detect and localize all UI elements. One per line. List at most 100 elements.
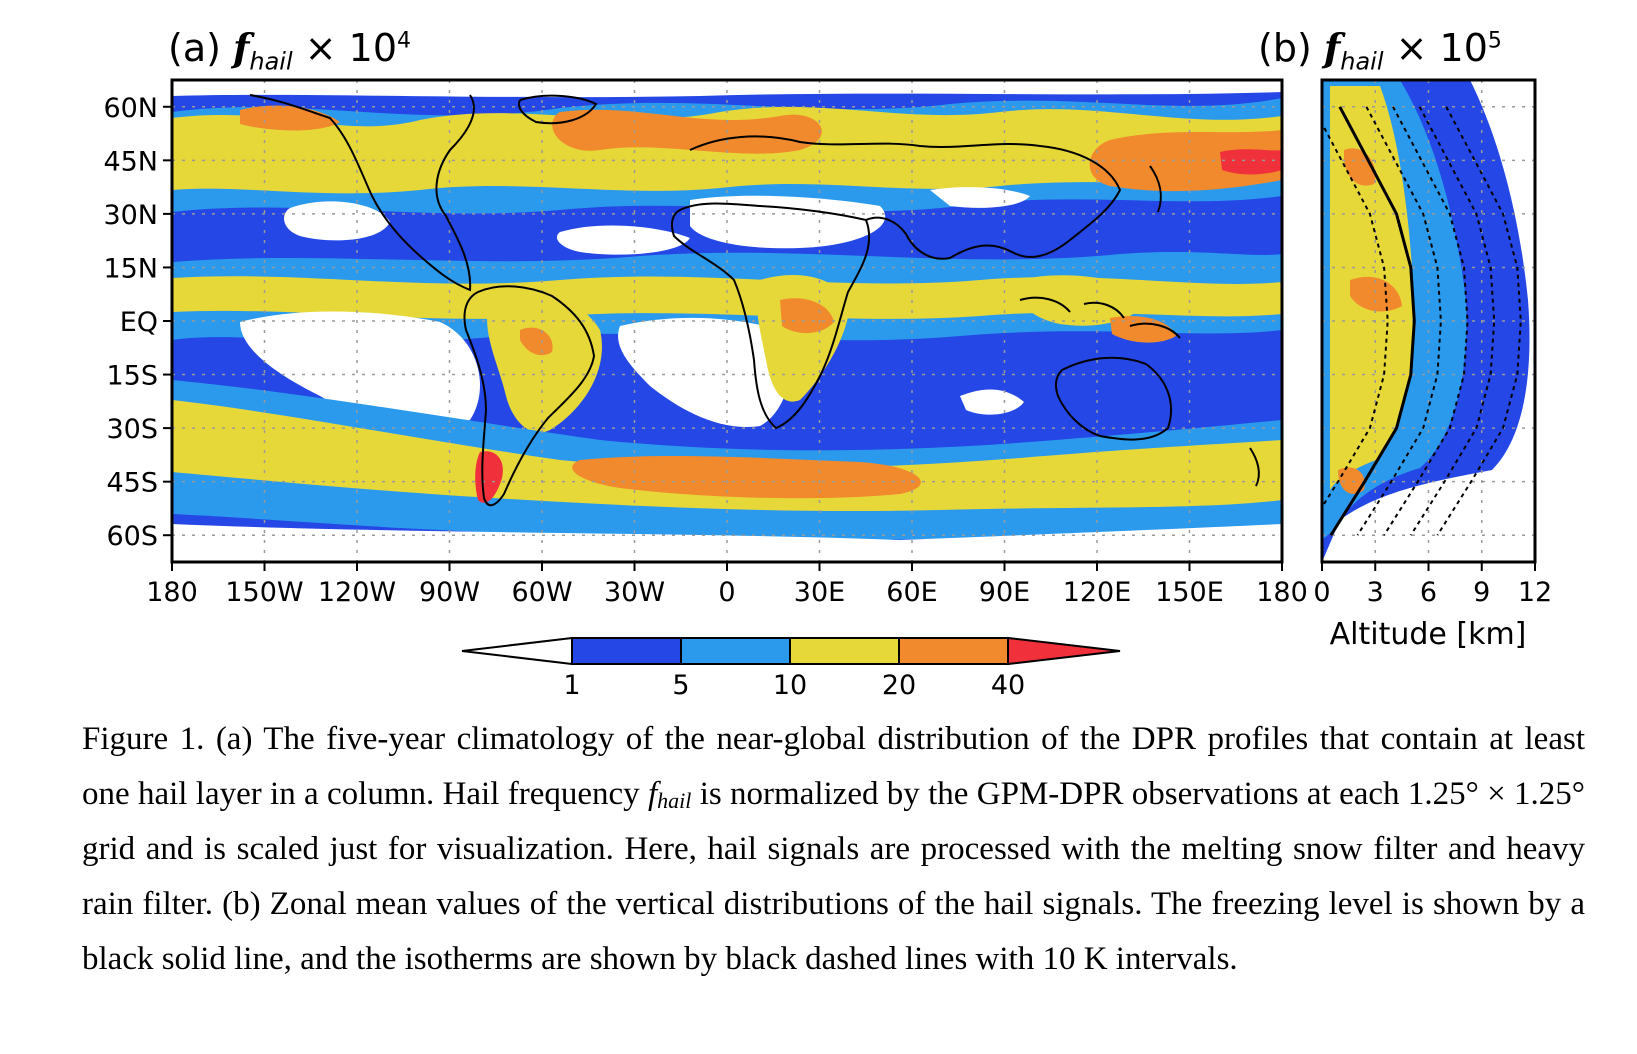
map-longitude-ticks: 180 150W 120W 90W 60W 30W 0 30E 60E 90E 120E 150E 18…	[146, 562, 1308, 608]
north-pacific-orange-core	[1089, 130, 1282, 192]
north-atlantic-subtropic-dry-patch	[556, 225, 690, 255]
eurasia-coastline	[689, 135, 1122, 260]
colorbar-segment	[571, 637, 682, 665]
lat-tick-label: 30N	[103, 200, 158, 231]
north-pacific-red-core	[1220, 149, 1282, 175]
colorbar: 1 5 10 20 40	[461, 636, 1121, 700]
lon-gridlines	[263, 80, 1191, 562]
greenland-coastline	[518, 94, 598, 125]
caption-lead: Figure 1. (a) The five-year climatology …	[82, 721, 1585, 812]
altitude-tick-label: 0	[1313, 577, 1330, 608]
south-atlantic-orange-core	[572, 456, 921, 499]
africa-coastline	[671, 202, 871, 430]
colorbar-upper-extension	[1007, 636, 1121, 666]
colorbar-tick-label: 10	[773, 670, 807, 700]
panel-a-exponent: 4	[397, 28, 412, 54]
panel-a-title: (a) fhail × 104	[168, 25, 411, 76]
lat-tick-label: 60S	[107, 521, 159, 552]
maritime-continent-yellow	[1018, 275, 1150, 326]
altitude-tick-label: 3	[1367, 577, 1384, 608]
south-indian-dry-patch	[960, 389, 1024, 415]
zonal-mean-profile: 0 3 6 9 12 Altitude [km]	[1313, 78, 1552, 652]
isotherm-line	[1322, 121, 1389, 509]
colorbar-lower-extension	[461, 636, 573, 666]
colorbar-segment	[789, 637, 900, 665]
amazon-orange-patch	[520, 327, 553, 356]
colorbar-tick-label: 20	[882, 670, 916, 700]
panel-a-subscript: hail	[249, 47, 293, 76]
profile-xlabel: Altitude [km]	[1330, 617, 1527, 652]
caption-symbol: f	[647, 776, 658, 812]
new-zealand-coastline	[1249, 447, 1260, 487]
isotherm-line	[1436, 106, 1522, 536]
coastlines	[249, 94, 1260, 507]
lon-tick-label: 0	[718, 577, 735, 608]
colorbar-tick-label: 5	[672, 670, 689, 700]
lon-tick-label: 120W	[318, 577, 396, 608]
southeast-pacific-dry-zone	[240, 311, 480, 427]
caption-subscript: hail	[657, 788, 692, 813]
lat-tick-label: 45N	[103, 146, 158, 177]
profile-altitude-ticks: 0 3 6 9 12	[1313, 562, 1552, 608]
hail-frequency-map: 60N 45N 30N 15N EQ 15S 30S 45S 60S 180 150W 120W 90…	[103, 78, 1308, 608]
panel-a-scale: × 10	[304, 26, 398, 70]
colorbar-segment	[898, 637, 1009, 665]
panel-b-subscript: hail	[1340, 47, 1384, 76]
lon-tick-label: 30E	[794, 577, 845, 608]
south-america-yellow-region	[487, 292, 602, 433]
lat-tick-label: 15S	[107, 361, 159, 392]
central-africa-orange-patch	[780, 298, 834, 334]
panel-b-label: (b)	[1258, 26, 1312, 70]
lon-tick-label: 180	[146, 577, 198, 608]
map-latitude-ticks: 60N 45N 30N 15N EQ 15S 30S 45S 60S	[103, 93, 172, 552]
isotherm-line	[1409, 106, 1496, 536]
panel-a-label: (a)	[168, 26, 221, 70]
lon-tick-label: 90E	[979, 577, 1030, 608]
panel-b-title: (b) fhail × 105	[1258, 25, 1502, 76]
isotherm-line	[1356, 106, 1442, 536]
profile-gridlines	[1322, 80, 1535, 562]
altitude-tick-label: 9	[1473, 577, 1490, 608]
caption-rest: is normalized by the GPM-DPR observation…	[82, 776, 1585, 977]
panel-a-symbol: f	[233, 25, 250, 70]
lat-tick-label: 15N	[103, 253, 158, 284]
ne-pacific-dry-zone	[284, 201, 390, 241]
figure-caption: Figure 1. (a) The five-year climatology …	[82, 712, 1585, 987]
japan-coastline	[1149, 165, 1162, 213]
lat-tick-label: 45S	[107, 468, 159, 499]
new-guinea-orange-patch	[1110, 316, 1176, 343]
altitude-tick-label: 12	[1518, 577, 1552, 608]
australia-coastline	[1054, 356, 1172, 441]
profile-sh-orange-patch	[1338, 467, 1365, 494]
lat-tick-label: EQ	[120, 307, 158, 338]
lat-tick-label: 60N	[103, 93, 158, 124]
sahara-dry-zone	[690, 195, 886, 249]
lon-tick-label: 60W	[511, 577, 572, 608]
sh-midlat-yellow-band	[172, 400, 1282, 512]
freezing-level-line	[1329, 106, 1416, 536]
isotherm-dashed-lines	[1322, 106, 1522, 536]
isotherm-line	[1383, 106, 1469, 536]
south-america-coastline	[463, 285, 596, 507]
itcz-yellow-band	[172, 276, 1282, 319]
lon-tick-label: 60E	[886, 577, 937, 608]
north-atlantic-orange-core	[552, 109, 822, 154]
south-atlantic-dry-zone	[618, 317, 791, 427]
panel-b-exponent: 5	[1487, 28, 1502, 54]
altitude-tick-label: 6	[1420, 577, 1437, 608]
colorbar-tick-label: 1	[563, 670, 580, 700]
lon-tick-label: 30W	[604, 577, 665, 608]
colorbar-segment	[680, 637, 791, 665]
lon-tick-label: 120E	[1063, 577, 1132, 608]
lon-tick-label: 180	[1256, 577, 1308, 608]
lon-tick-label: 150W	[225, 577, 303, 608]
panel-b-scale: × 10	[1395, 26, 1488, 70]
north-america-coastline	[249, 94, 475, 292]
africa-yellow-region	[756, 275, 850, 402]
panel-b-symbol: f	[1323, 25, 1341, 70]
maritime-continent-islands	[1019, 296, 1181, 339]
lon-tick-label: 150E	[1155, 577, 1224, 608]
lat-tick-label: 30S	[107, 414, 159, 445]
lon-tick-label: 90W	[419, 577, 480, 608]
